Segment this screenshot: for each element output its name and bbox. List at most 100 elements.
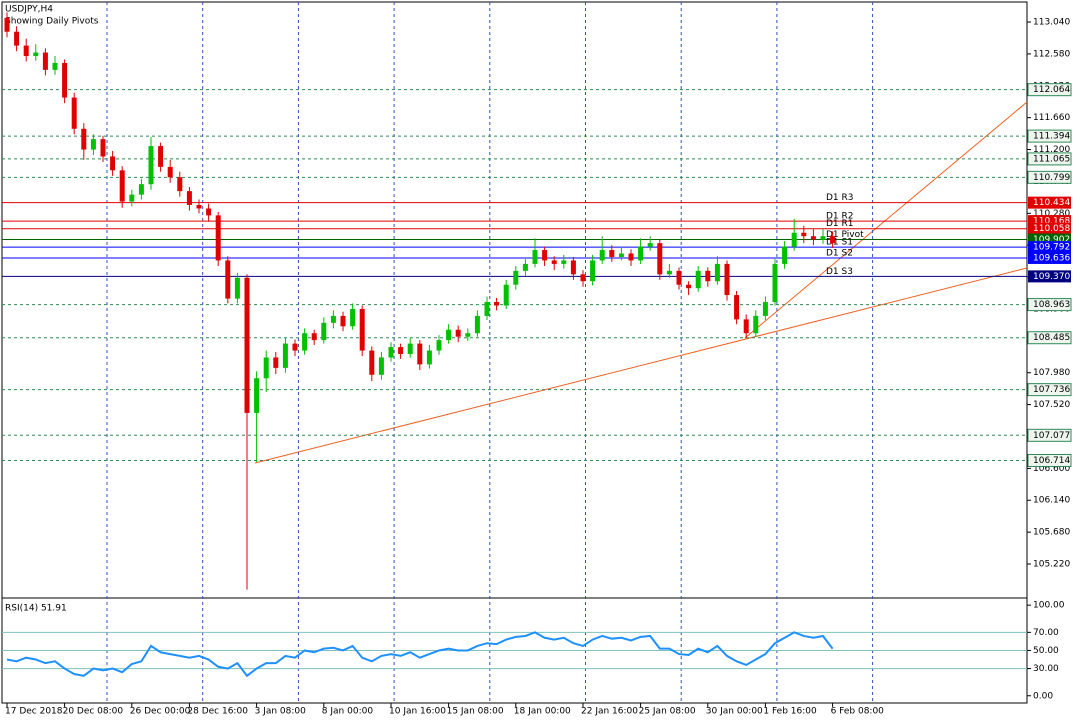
level-label-box bbox=[1027, 129, 1072, 143]
trendline bbox=[254, 267, 1028, 464]
y-tick-label: 105.680 bbox=[1033, 528, 1070, 538]
candle-body bbox=[62, 62, 68, 98]
y-tick-label: 107.520 bbox=[1033, 400, 1070, 410]
candle-body bbox=[426, 350, 432, 365]
level-label-box bbox=[1027, 83, 1072, 97]
candle-body bbox=[148, 146, 154, 185]
candle-body bbox=[599, 250, 605, 261]
candle-body bbox=[388, 347, 394, 358]
candle-body bbox=[638, 246, 644, 261]
candle-body bbox=[321, 322, 327, 341]
candle-body bbox=[743, 319, 749, 334]
candle-body bbox=[90, 139, 96, 150]
x-tick-label: 3 Jan 08:00 bbox=[255, 707, 307, 717]
candle-body bbox=[791, 232, 797, 247]
candle-body bbox=[100, 139, 106, 157]
candle-body bbox=[340, 315, 346, 327]
x-tick-label: 25 Jan 08:00 bbox=[639, 707, 696, 717]
candle-body bbox=[513, 270, 519, 285]
candle-body bbox=[273, 357, 279, 368]
candle-body bbox=[762, 302, 768, 316]
level-label: 110.799 bbox=[1033, 173, 1070, 183]
candle-body bbox=[369, 350, 375, 375]
pivot-label: 110.434 bbox=[1033, 198, 1070, 208]
candle-body bbox=[52, 62, 58, 70]
level-label: 107.077 bbox=[1033, 431, 1070, 441]
trendline bbox=[744, 101, 1028, 339]
y-tick-label: 111.660 bbox=[1033, 113, 1070, 123]
y-tick-label: 107.980 bbox=[1033, 368, 1070, 378]
candle-body bbox=[206, 208, 212, 216]
pivot-label: 109.370 bbox=[1033, 272, 1070, 282]
y-tick-label: 110.280 bbox=[1033, 209, 1070, 219]
candle-body bbox=[292, 343, 298, 351]
candle-body bbox=[23, 45, 29, 56]
pivot-label: 109.636 bbox=[1033, 253, 1070, 263]
candle-body bbox=[225, 260, 231, 299]
candle-body bbox=[782, 246, 788, 264]
candle-body bbox=[138, 184, 144, 195]
pivot-label: 109.902 bbox=[1033, 235, 1070, 245]
candle-body bbox=[561, 260, 567, 264]
y-tick-label: 105.220 bbox=[1033, 560, 1070, 570]
candle-body bbox=[570, 260, 576, 275]
plot-border bbox=[1, 1, 1028, 704]
candle-body bbox=[234, 277, 240, 299]
candle-body bbox=[14, 31, 20, 46]
candle-body bbox=[215, 215, 221, 261]
candle-body bbox=[455, 329, 461, 337]
candle-body bbox=[686, 284, 692, 289]
pivot-label-box bbox=[1028, 222, 1071, 235]
candle-body bbox=[446, 329, 452, 341]
level-label: 112.064 bbox=[1033, 85, 1070, 95]
level-label-box bbox=[1027, 170, 1072, 184]
pivot-label: 109.792 bbox=[1033, 243, 1070, 253]
pivot-label-box bbox=[1028, 196, 1071, 209]
candle-body bbox=[378, 357, 384, 375]
candle-body bbox=[820, 236, 826, 240]
x-tick-label: 28 Dec 16:00 bbox=[187, 707, 248, 717]
pivot-name: D1 R2 bbox=[826, 212, 854, 222]
candle-body bbox=[417, 343, 423, 365]
candle-body bbox=[676, 270, 682, 285]
candle-body bbox=[609, 250, 615, 257]
y-tick-label: 111.200 bbox=[1033, 145, 1070, 155]
candle-body bbox=[551, 260, 557, 264]
candle-body bbox=[753, 315, 759, 334]
level-label-box bbox=[1027, 152, 1072, 166]
pivot-label-box bbox=[1028, 251, 1071, 264]
candle-body bbox=[714, 263, 720, 282]
level-label-box bbox=[1027, 383, 1072, 397]
candle-body bbox=[350, 308, 356, 327]
pivot-label-box bbox=[1028, 270, 1071, 283]
candle-body bbox=[695, 270, 701, 289]
x-tick-label: 10 Jan 16:00 bbox=[389, 707, 446, 717]
candle-body bbox=[244, 277, 250, 413]
y-tick-label: 70.00 bbox=[1033, 628, 1059, 638]
candle-body bbox=[129, 194, 135, 202]
candle-body bbox=[705, 270, 711, 282]
candle-body bbox=[494, 302, 500, 306]
level-label-box bbox=[1027, 331, 1072, 345]
y-tick-label: 100.00 bbox=[1033, 601, 1065, 611]
level-label: 106.714 bbox=[1033, 456, 1070, 466]
pivot-name: D1 S3 bbox=[826, 267, 853, 277]
pivot-name: D1 S1 bbox=[826, 238, 853, 248]
candle-body bbox=[254, 378, 260, 413]
candle-body bbox=[542, 250, 548, 261]
candle-body bbox=[282, 343, 288, 368]
x-tick-label: 8 Jan 00:00 bbox=[322, 707, 374, 717]
pivot-label-box bbox=[1028, 241, 1071, 254]
candle-body bbox=[580, 274, 586, 282]
x-tick-label: 20 Dec 08:00 bbox=[63, 707, 124, 717]
level-label: 111.394 bbox=[1033, 132, 1070, 142]
y-tick-label: 50.00 bbox=[1033, 646, 1059, 656]
candle-body bbox=[657, 243, 663, 275]
x-tick-label: 18 Jan 00:00 bbox=[514, 707, 571, 717]
y-tick-label: 30.00 bbox=[1033, 664, 1059, 674]
candle-body bbox=[801, 232, 807, 237]
candle-body bbox=[590, 260, 596, 282]
candle-body bbox=[830, 236, 836, 244]
